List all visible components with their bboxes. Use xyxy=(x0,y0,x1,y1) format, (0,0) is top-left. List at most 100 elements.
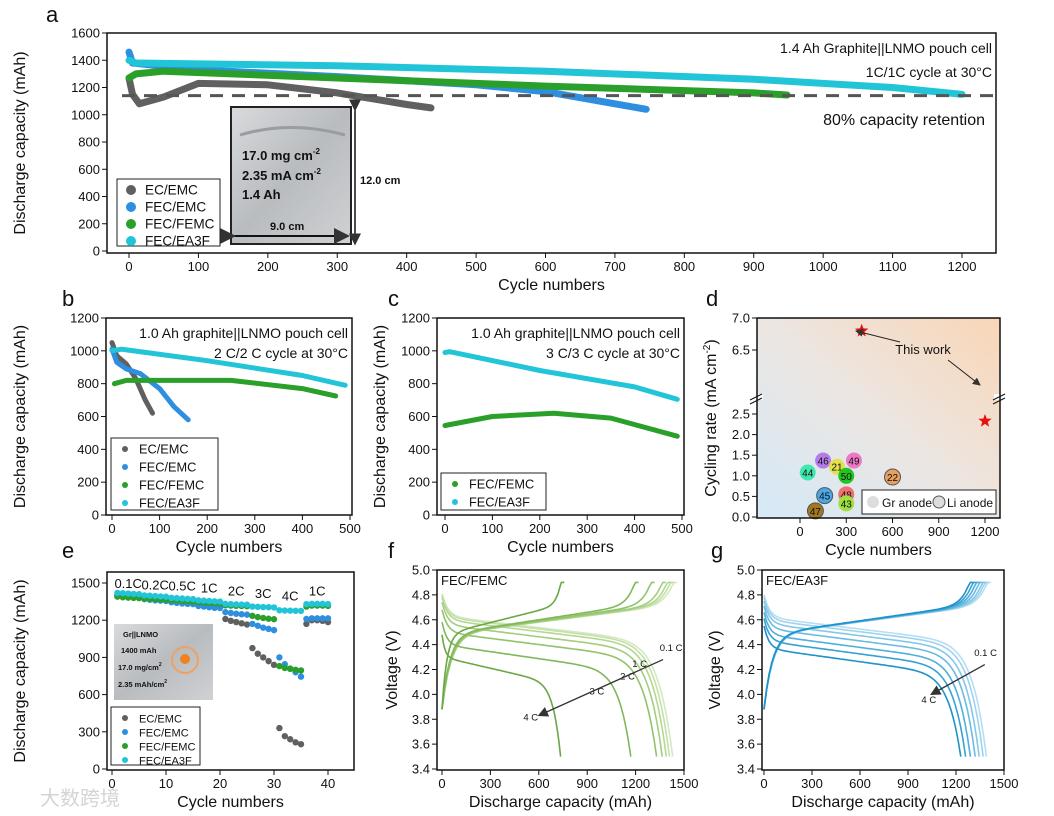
series-fec-femc xyxy=(111,377,339,399)
data-point xyxy=(303,620,310,628)
data-point xyxy=(292,666,299,673)
gr-anode-marker xyxy=(838,495,855,512)
reference-point: 43 xyxy=(838,495,855,512)
x-tick-label: 0 xyxy=(438,776,445,791)
discharge-curve xyxy=(441,597,668,757)
y-tick-label: 4.2 xyxy=(412,662,430,677)
x-axis-title: Cycle numbers xyxy=(507,539,614,556)
plot-area xyxy=(763,581,991,757)
c-rate-label: 1C xyxy=(201,581,218,596)
data-point xyxy=(211,604,218,611)
x-tick-label: 400 xyxy=(624,521,646,536)
discharge-curve xyxy=(763,605,976,757)
data-point xyxy=(324,615,332,622)
y-tick-label: 600 xyxy=(408,409,430,424)
watermark: 大数跨境 xyxy=(40,786,120,810)
plot-frame xyxy=(761,569,1005,771)
discharge-curve xyxy=(763,618,967,757)
reference-point: 46 xyxy=(815,452,832,469)
legend-box xyxy=(861,489,997,515)
axis-break-mark xyxy=(749,397,763,405)
y-tick-label: 1000 xyxy=(71,107,100,122)
data-point xyxy=(249,620,256,628)
data-point xyxy=(141,592,148,599)
y-tick-label: 800 xyxy=(408,376,430,391)
panel-letter: g xyxy=(711,538,723,563)
data-point xyxy=(281,607,288,614)
y-tick-label: 4.4 xyxy=(737,637,755,652)
x-tick-label: 30 xyxy=(267,776,281,791)
c-rate-label: 3C xyxy=(255,586,272,601)
data-point xyxy=(314,615,321,622)
y-tick-label: 4.0 xyxy=(412,687,430,702)
y-axis-title: Voltage (V) xyxy=(384,630,401,709)
legend-label: FEC/EMC xyxy=(145,200,206,215)
x-tick-label: 0 xyxy=(441,521,448,536)
y-tick-label: 1200 xyxy=(70,311,99,326)
panel-letter: b xyxy=(62,286,74,311)
y-tick-label: 3.8 xyxy=(412,712,430,727)
data-point xyxy=(287,607,294,614)
data-point xyxy=(119,589,127,597)
series-fec-ea3f xyxy=(114,589,332,615)
x-tick-label: 800 xyxy=(673,259,695,274)
legend-marker xyxy=(122,464,128,470)
this-work-star xyxy=(978,414,992,427)
y-tick-label: 3.4 xyxy=(412,762,430,777)
legend-label: FEC/EA3F xyxy=(145,234,210,249)
plot-area xyxy=(442,349,680,439)
series-fec-femc xyxy=(442,410,680,439)
this-work-label: This work xyxy=(895,342,951,357)
data-point xyxy=(200,597,207,604)
legend: FEC/FEMC FEC/EA3F xyxy=(440,472,547,511)
x-tick-label: 0 xyxy=(125,259,132,274)
x-tick-label: 1200 xyxy=(948,259,977,274)
data-point xyxy=(270,661,278,669)
c-rate-label: 3 C xyxy=(589,686,604,697)
chart-title: 1.4 Ah Graphite||LNMO pouch cell xyxy=(780,40,992,56)
legend-label: FEC/FEMC xyxy=(145,217,215,232)
y-tick-label: 3.4 xyxy=(737,762,755,777)
x-tick-label: 1000 xyxy=(809,259,838,274)
discharge-curve xyxy=(441,594,671,757)
x-axis-title: Discharge capacity (mAh) xyxy=(791,794,974,811)
panel-d: d 0 300 600 900 1200 0.0 0.5 1.0 1.5 2.0 2.5 6.5 7.0 C… xyxy=(702,286,1006,559)
y-axis-title: Cycling rate (mA cm-2) xyxy=(702,339,720,496)
data-point xyxy=(222,615,229,623)
series-fec-ea3f xyxy=(125,56,966,98)
series-fec-ea3f xyxy=(442,349,680,402)
y-tick-label: 6.5 xyxy=(732,343,750,358)
data-point xyxy=(324,600,332,608)
y-tick-label: 5.0 xyxy=(737,563,755,578)
y-tick-label: 4.2 xyxy=(737,662,755,677)
data-point xyxy=(303,600,310,608)
data-point xyxy=(189,595,197,603)
reference-line-label: 80% capacity retention xyxy=(823,112,985,129)
data-point xyxy=(222,608,229,616)
y-tick-label: 900 xyxy=(78,650,100,665)
data-point xyxy=(238,611,245,618)
electrolyte-label: FEC/EA3F xyxy=(766,573,828,588)
y-tick-label: 3.6 xyxy=(412,737,430,752)
inset-capacity: 1.4 Ah xyxy=(242,187,281,202)
x-tick-label: 20 xyxy=(213,776,227,791)
legend-label: FEC/FEMC xyxy=(139,478,204,493)
data-point xyxy=(195,597,202,604)
reference-point: 47 xyxy=(806,502,824,520)
data-point xyxy=(227,617,234,625)
legend-box xyxy=(440,472,547,511)
data-point xyxy=(243,611,251,618)
data-point xyxy=(297,741,305,748)
data-point xyxy=(292,739,299,746)
x-tick-label: 200 xyxy=(257,259,279,274)
data-point xyxy=(238,601,245,608)
gr-anode-marker xyxy=(815,452,832,469)
y-tick-label: 600 xyxy=(77,409,99,424)
y-tick-label: 2.0 xyxy=(732,427,750,442)
x-tick-label: 0 xyxy=(108,521,115,536)
data-point xyxy=(249,603,256,610)
data-point xyxy=(152,592,159,600)
plot-area: 46214944502245484347 xyxy=(799,323,992,520)
data-point xyxy=(243,601,251,608)
